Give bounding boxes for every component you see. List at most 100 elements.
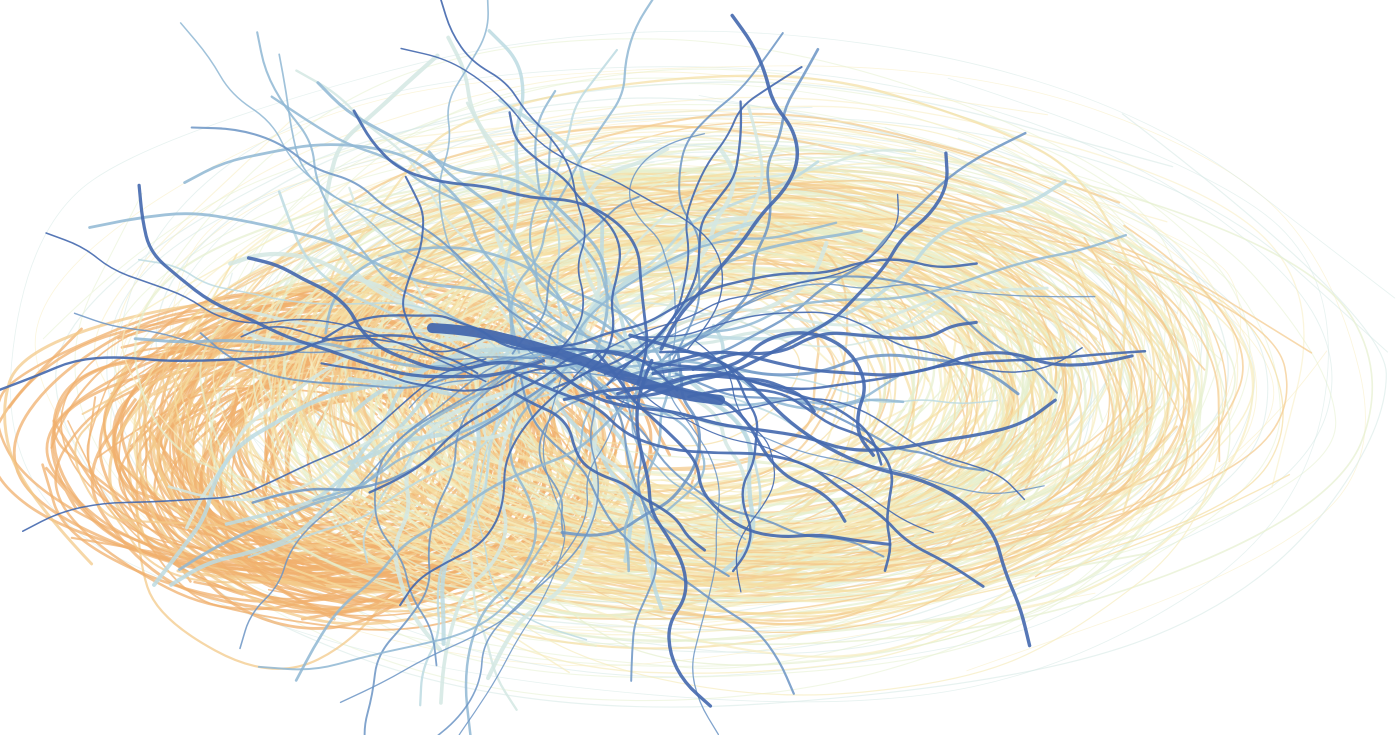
light-blue-strand [492,356,664,611]
blue-strand [641,275,1058,394]
deep-blue-strand [352,109,649,385]
deep-blue-strand [22,358,487,532]
blue-strand [674,372,985,472]
blue-strand [464,355,580,735]
blue-strands [73,0,1128,735]
cream-strand [382,243,969,529]
cream-strand [387,218,1198,544]
deep-blue-strand [45,232,487,383]
light-blue-strand [169,346,475,587]
blue-strand [628,133,705,356]
faint-strand [176,105,1239,636]
cream-strand [162,176,1189,620]
deep-blue-strand [694,340,776,593]
deep-blue-strand [659,13,800,351]
light-blue-strand [584,145,736,370]
cream-strand [546,250,1054,564]
blue-strand [528,135,625,349]
deep-blue-strand [320,361,582,392]
deep-blue-strand [603,392,1026,501]
blue-strand [438,0,618,357]
cream-strand [374,269,981,516]
light-blue-strand [323,53,489,354]
light-blue-strand [469,353,518,711]
blue-strand [179,22,546,364]
deep-blue-strand [554,369,1057,452]
deep-blue-strand [628,333,1032,648]
blue-strand [239,348,546,650]
cream-strand [360,207,978,572]
deep-blue-strand [603,100,743,376]
faint-strand [10,30,1396,703]
blue-strand [88,212,596,366]
light-blue-strand [224,343,579,526]
cream-strand [271,239,892,547]
deep-blue-strand [246,256,557,372]
cream-strand [357,182,1191,586]
blue-strand [623,354,672,573]
deep-blue-strand [659,350,759,573]
deep-blue-strand [402,175,479,375]
blue-strand [437,361,600,735]
blue-strand [316,81,609,359]
blue-strand [619,369,658,682]
deep-blue-strand [440,0,586,359]
blue-strand [190,126,586,355]
cream-strand [409,121,1185,634]
deep-blue-strand [691,320,978,371]
deep-blue-strand [240,326,486,353]
cream-strand [348,208,1067,598]
deep-blue-strand [400,47,724,350]
deep-blue-strands [0,0,1147,708]
cream-strand [295,226,1153,600]
light-blue-strand [439,344,536,705]
light-blue-strand [138,258,497,349]
blue-strand [324,246,636,379]
blue-strand [183,143,514,348]
faint-strand [114,71,1203,628]
deep-blue-strand [510,370,985,588]
cream-strand [333,269,973,533]
cream-strand [453,179,1146,566]
blue-strand [458,374,566,735]
blue-strand [659,355,720,735]
light-blue-strand [487,29,573,375]
blue-strand [520,377,795,695]
blue-strand [614,283,1096,356]
deep-blue-strand [635,358,713,708]
blue-strand [427,150,646,379]
deep-blue-strand [605,151,949,400]
cream-strand [338,196,1244,552]
deep-blue-strand [137,183,546,379]
blue-strand [510,0,654,354]
deep-blue-strand [553,346,1147,391]
cream-strand [369,277,1016,544]
deep-blue-strand [0,334,490,392]
cream-strand [203,124,1037,622]
deep-blue-strand [616,384,847,523]
blue-strand [363,368,518,735]
deep-blue-strand [636,311,1083,373]
blue-strand [73,312,536,361]
deep-blue-strand [508,111,622,390]
blue-strand [543,346,730,578]
light-blue-strand [210,309,575,349]
deep-blue-core [427,323,725,405]
cream-strand [309,135,995,572]
deep-blue-strand [512,391,707,552]
cream-strand [297,205,1047,674]
deep-blue-strand [594,349,892,546]
deep-blue-strand [573,193,900,379]
cream-strand [420,240,1098,500]
blue-strand [339,367,649,704]
blue-strand [572,221,838,381]
blue-strand [608,233,1128,374]
deep-blue-strand [637,387,934,534]
light-blue-strand [362,370,555,564]
cream-strand [174,169,1180,585]
faint-strand [34,65,1366,672]
blue-strand [257,376,614,671]
blue-strand [517,344,885,558]
light-blue-strand [594,286,1049,357]
